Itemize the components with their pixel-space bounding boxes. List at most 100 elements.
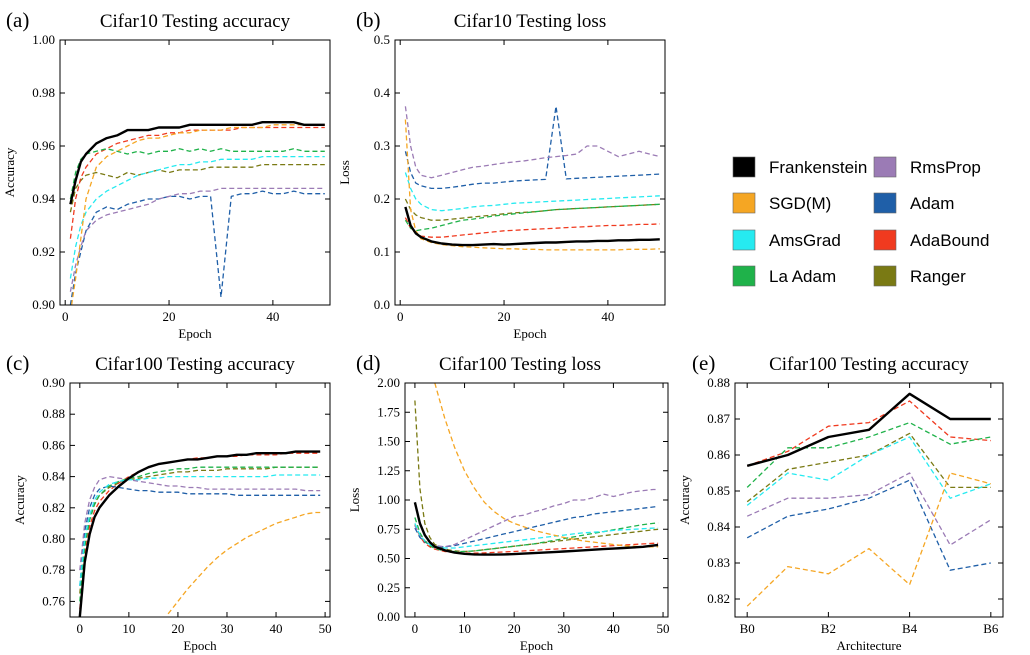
y-tick-label: 0.75 bbox=[377, 521, 400, 536]
x-tick-label: 40 bbox=[601, 309, 614, 324]
panel-label: (c) bbox=[6, 351, 29, 375]
chart-title: Cifar10 Testing accuracy bbox=[100, 11, 291, 32]
series-line-ranger bbox=[746, 432, 991, 503]
y-tick-label: 2.00 bbox=[377, 375, 400, 390]
y-tick-label: 0.96 bbox=[32, 138, 55, 153]
y-tick-label: 0.78 bbox=[42, 562, 65, 577]
legend-item: RmsProp bbox=[873, 156, 981, 178]
legend-swatch bbox=[732, 229, 756, 251]
series-group bbox=[404, 105, 660, 251]
x-tick-label: 40 bbox=[607, 621, 620, 636]
x-tick-label: 50 bbox=[657, 621, 670, 636]
series-line-amsgrad bbox=[79, 474, 321, 586]
series-line-adabound bbox=[404, 217, 660, 238]
x-tick-label: 20 bbox=[171, 621, 184, 636]
chart-panel-1: 0 20 40 0.90 0.92 0.94 0.96 0.98 1.00(a) Cifar10 … bbox=[2, 8, 331, 341]
y-tick-label: 0.50 bbox=[377, 551, 400, 566]
x-tick-label: 0 bbox=[77, 621, 84, 636]
y-tick-label: 0.25 bbox=[377, 580, 400, 595]
series-line-rmsprop bbox=[414, 488, 659, 548]
y-axis-label: Accuracy bbox=[677, 475, 692, 525]
legend-swatch bbox=[873, 229, 897, 251]
series-line-adam bbox=[79, 485, 321, 586]
y-tick-label: 0.84 bbox=[707, 519, 730, 534]
series-line-sgd-m bbox=[404, 119, 660, 251]
chart-title: Cifar100 Testing accuracy bbox=[95, 354, 295, 375]
y-tick-label: 0.80 bbox=[42, 531, 65, 546]
legend-item: La Adam bbox=[732, 265, 836, 287]
series-line-adam bbox=[404, 105, 660, 190]
series-line-la-adam bbox=[404, 203, 660, 232]
y-tick-label: 0.00 bbox=[377, 609, 400, 624]
series-line-amsgrad bbox=[746, 436, 992, 506]
chart-panel-2: 0 20 40 0.0 0.1 0.2 0.3 0.4 0.5(b) Cifar10 Testin… bbox=[337, 8, 666, 341]
y-axis-label: Loss bbox=[347, 488, 362, 513]
series-line-frankenstein bbox=[413, 502, 659, 556]
series-line-adabound bbox=[746, 400, 991, 467]
y-tick-label: 0.82 bbox=[42, 500, 65, 515]
y-tick-label: 0.90 bbox=[32, 297, 55, 312]
legend-item: Ranger bbox=[873, 265, 966, 287]
y-tick-label: 0.86 bbox=[707, 447, 730, 462]
series-group bbox=[78, 450, 321, 617]
y-tick-label: 0.86 bbox=[42, 437, 65, 452]
series-line-amsgrad bbox=[404, 172, 660, 212]
legend-swatch bbox=[732, 192, 756, 214]
chart-title: Cifar100 Testing accuracy bbox=[769, 354, 969, 375]
chart-panel-3: 0 10 20 30 40 50 0.76 0.78 0.80 0.82 0.84 0.86 0.88 0… bbox=[6, 351, 332, 653]
y-tick-label: 0.85 bbox=[707, 483, 730, 498]
legend-item: Adam bbox=[873, 192, 954, 214]
legend-swatch bbox=[873, 265, 897, 287]
x-tick-label: 10 bbox=[122, 621, 135, 636]
series-line-frankenstein bbox=[69, 121, 325, 205]
series-line-amsgrad bbox=[414, 523, 659, 549]
series-line-la-adam bbox=[746, 421, 991, 488]
y-tick-label: 0.84 bbox=[42, 469, 65, 484]
legend-swatch bbox=[732, 156, 756, 178]
x-tick-label: 30 bbox=[220, 621, 233, 636]
x-tick-label: B2 bbox=[821, 621, 836, 636]
legend-label: SGD(M) bbox=[769, 194, 831, 213]
legend-swatch bbox=[873, 192, 897, 214]
y-tick-label: 0.92 bbox=[32, 244, 55, 259]
panel-label: (a) bbox=[6, 8, 29, 32]
series-group bbox=[69, 121, 325, 305]
legend-label: Adam bbox=[910, 194, 954, 213]
y-tick-label: 0.90 bbox=[42, 375, 65, 390]
x-tick-label: 10 bbox=[458, 621, 471, 636]
plot-frame bbox=[394, 39, 666, 306]
y-tick-label: 0.87 bbox=[707, 411, 730, 426]
panel-label: (d) bbox=[356, 351, 381, 375]
series-line-adam bbox=[414, 505, 659, 548]
y-tick-label: 1.00 bbox=[377, 492, 400, 507]
panels-group: 0 20 400.900.920.940.960.981.00(a) Cifar10 … bbox=[2, 8, 1004, 653]
series-line-rmsprop bbox=[79, 475, 321, 571]
y-tick-label: 0.4 bbox=[374, 85, 391, 100]
x-tick-label: B6 bbox=[983, 621, 999, 636]
y-tick-label: 0.82 bbox=[707, 591, 730, 606]
x-tick-label: 0 bbox=[397, 309, 404, 324]
x-tick-label: B4 bbox=[902, 621, 918, 636]
series-line-adam bbox=[746, 479, 991, 571]
series-line-amsgrad bbox=[69, 155, 325, 279]
legend-item: Frankenstein bbox=[732, 156, 867, 178]
series-group bbox=[746, 392, 992, 607]
series-line-rmsprop bbox=[746, 472, 992, 546]
legend-item: SGD(M) bbox=[732, 192, 831, 214]
legend-label: AdaBound bbox=[910, 231, 989, 250]
x-tick-label: 40 bbox=[270, 621, 283, 636]
x-axis-label: Architecture bbox=[837, 638, 902, 653]
legend: Frankenstein SGD(M) AmsGrad La Adam RmsProp A… bbox=[732, 156, 989, 287]
legend-label: AmsGrad bbox=[769, 231, 841, 250]
x-axis-label: Epoch bbox=[513, 326, 547, 341]
chart-title: Cifar100 Testing loss bbox=[439, 354, 601, 375]
series-line-rmsprop bbox=[69, 187, 325, 292]
x-axis-label: Epoch bbox=[520, 638, 554, 653]
y-tick-label: 0.98 bbox=[32, 85, 55, 100]
legend-swatch bbox=[732, 265, 756, 287]
y-tick-label: 0.83 bbox=[707, 555, 730, 570]
y-tick-label: 0.88 bbox=[707, 375, 730, 390]
series-line-adam bbox=[69, 190, 325, 305]
series-line-frankenstein bbox=[78, 450, 321, 617]
